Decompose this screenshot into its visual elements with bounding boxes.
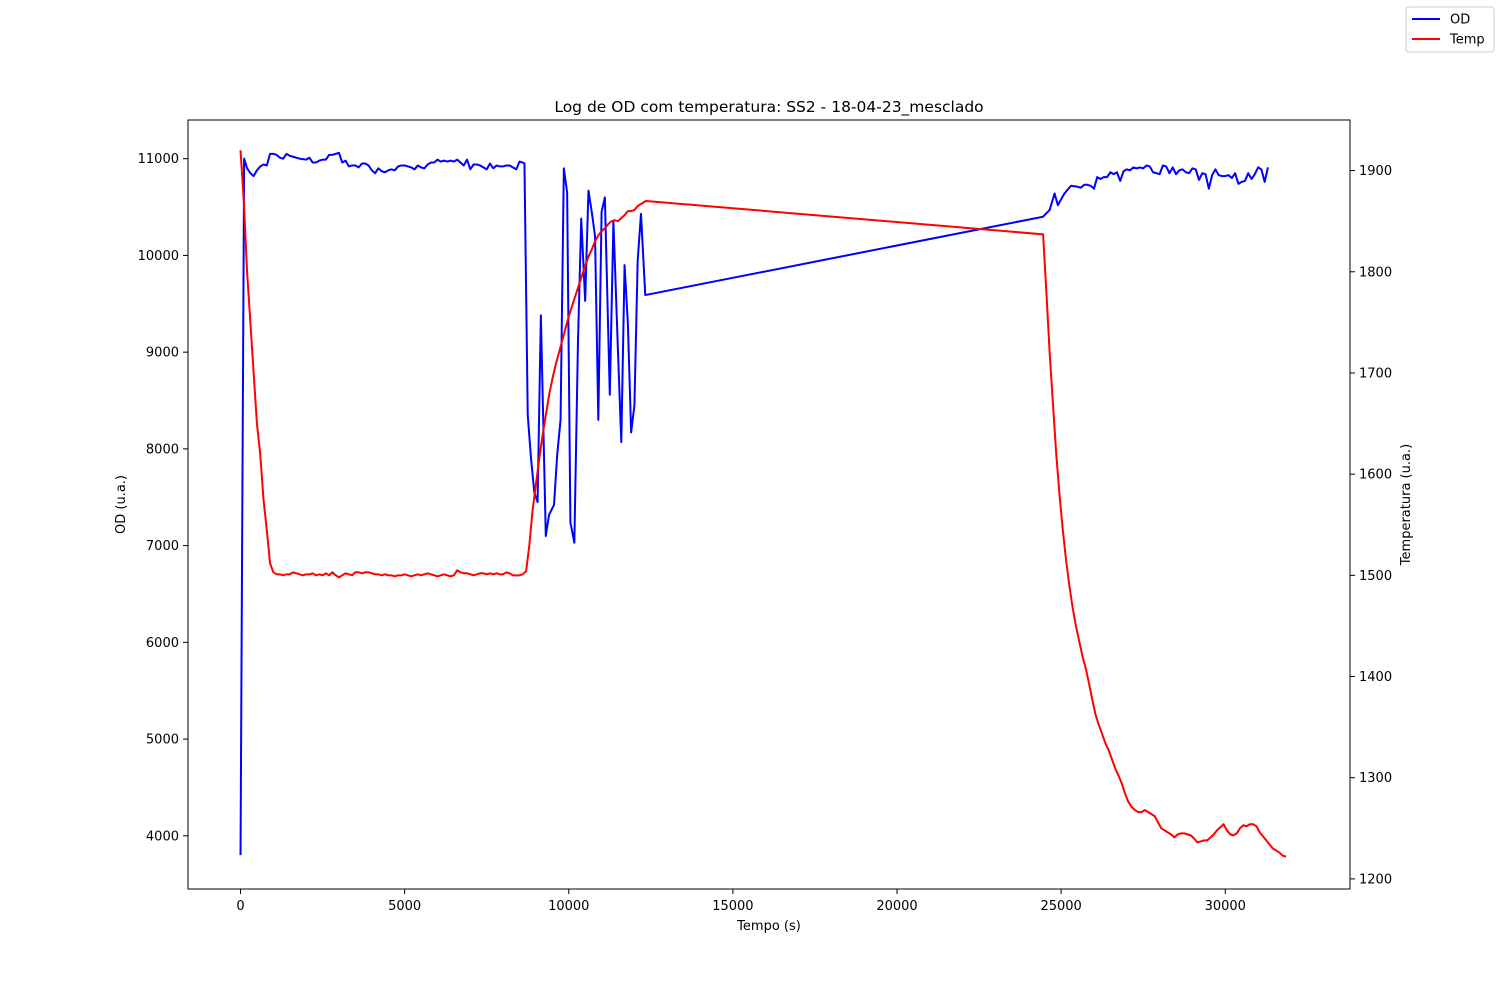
y-axis-label: OD (u.a.) [114,475,129,534]
x-tick-label: 0 [236,899,244,914]
series-layer [239,150,1287,858]
x-axis: 0 5000 10000 15000 20000 25000 30000 [236,889,1246,914]
y-tick-label: 4000 [146,829,179,844]
y-tick-label: 9000 [146,346,179,361]
y-axis-right: 1200 1300 1400 1500 1600 1700 1800 1900 [1350,164,1392,887]
y2-tick-label: 1600 [1359,468,1392,483]
y2-tick-label: 1900 [1359,164,1392,179]
y2-tick-label: 1500 [1359,569,1392,584]
y-tick-label: 8000 [146,442,179,457]
x-tick-label: 5000 [388,899,421,914]
x-tick-label: 20000 [876,899,917,914]
legend-label-temp: Temp [1449,33,1485,48]
legend: OD Temp [1405,6,1495,53]
y2-tick-label: 1700 [1359,366,1392,381]
x-tick-label: 30000 [1205,899,1246,914]
x-tick-label: 10000 [548,899,589,914]
x-tick-label: 25000 [1040,899,1081,914]
y2-tick-label: 1800 [1359,265,1392,280]
series-line-od [239,151,1269,856]
x-axis-label: Tempo (s) [736,919,801,934]
plot-frame [187,119,1351,890]
chart-title: Log de OD com temperatura: SS2 - 18-04-2… [554,98,983,117]
legend-label-od: OD [1450,13,1470,28]
y2-tick-label: 1300 [1359,771,1392,786]
y2-axis-label: Temperatura (u.a.) [1399,444,1414,566]
y-tick-label: 7000 [146,539,179,554]
y-tick-label: 10000 [138,249,179,264]
y-axis-left: 4000 5000 6000 7000 8000 9000 10000 11000 [138,152,188,844]
y2-tick-label: 1200 [1359,872,1392,887]
y-tick-label: 6000 [146,636,179,651]
series-line-temp [239,150,1287,858]
y-tick-label: 5000 [146,733,179,748]
y-tick-label: 11000 [138,152,179,167]
x-tick-label: 15000 [712,899,753,914]
y2-tick-label: 1400 [1359,670,1392,685]
